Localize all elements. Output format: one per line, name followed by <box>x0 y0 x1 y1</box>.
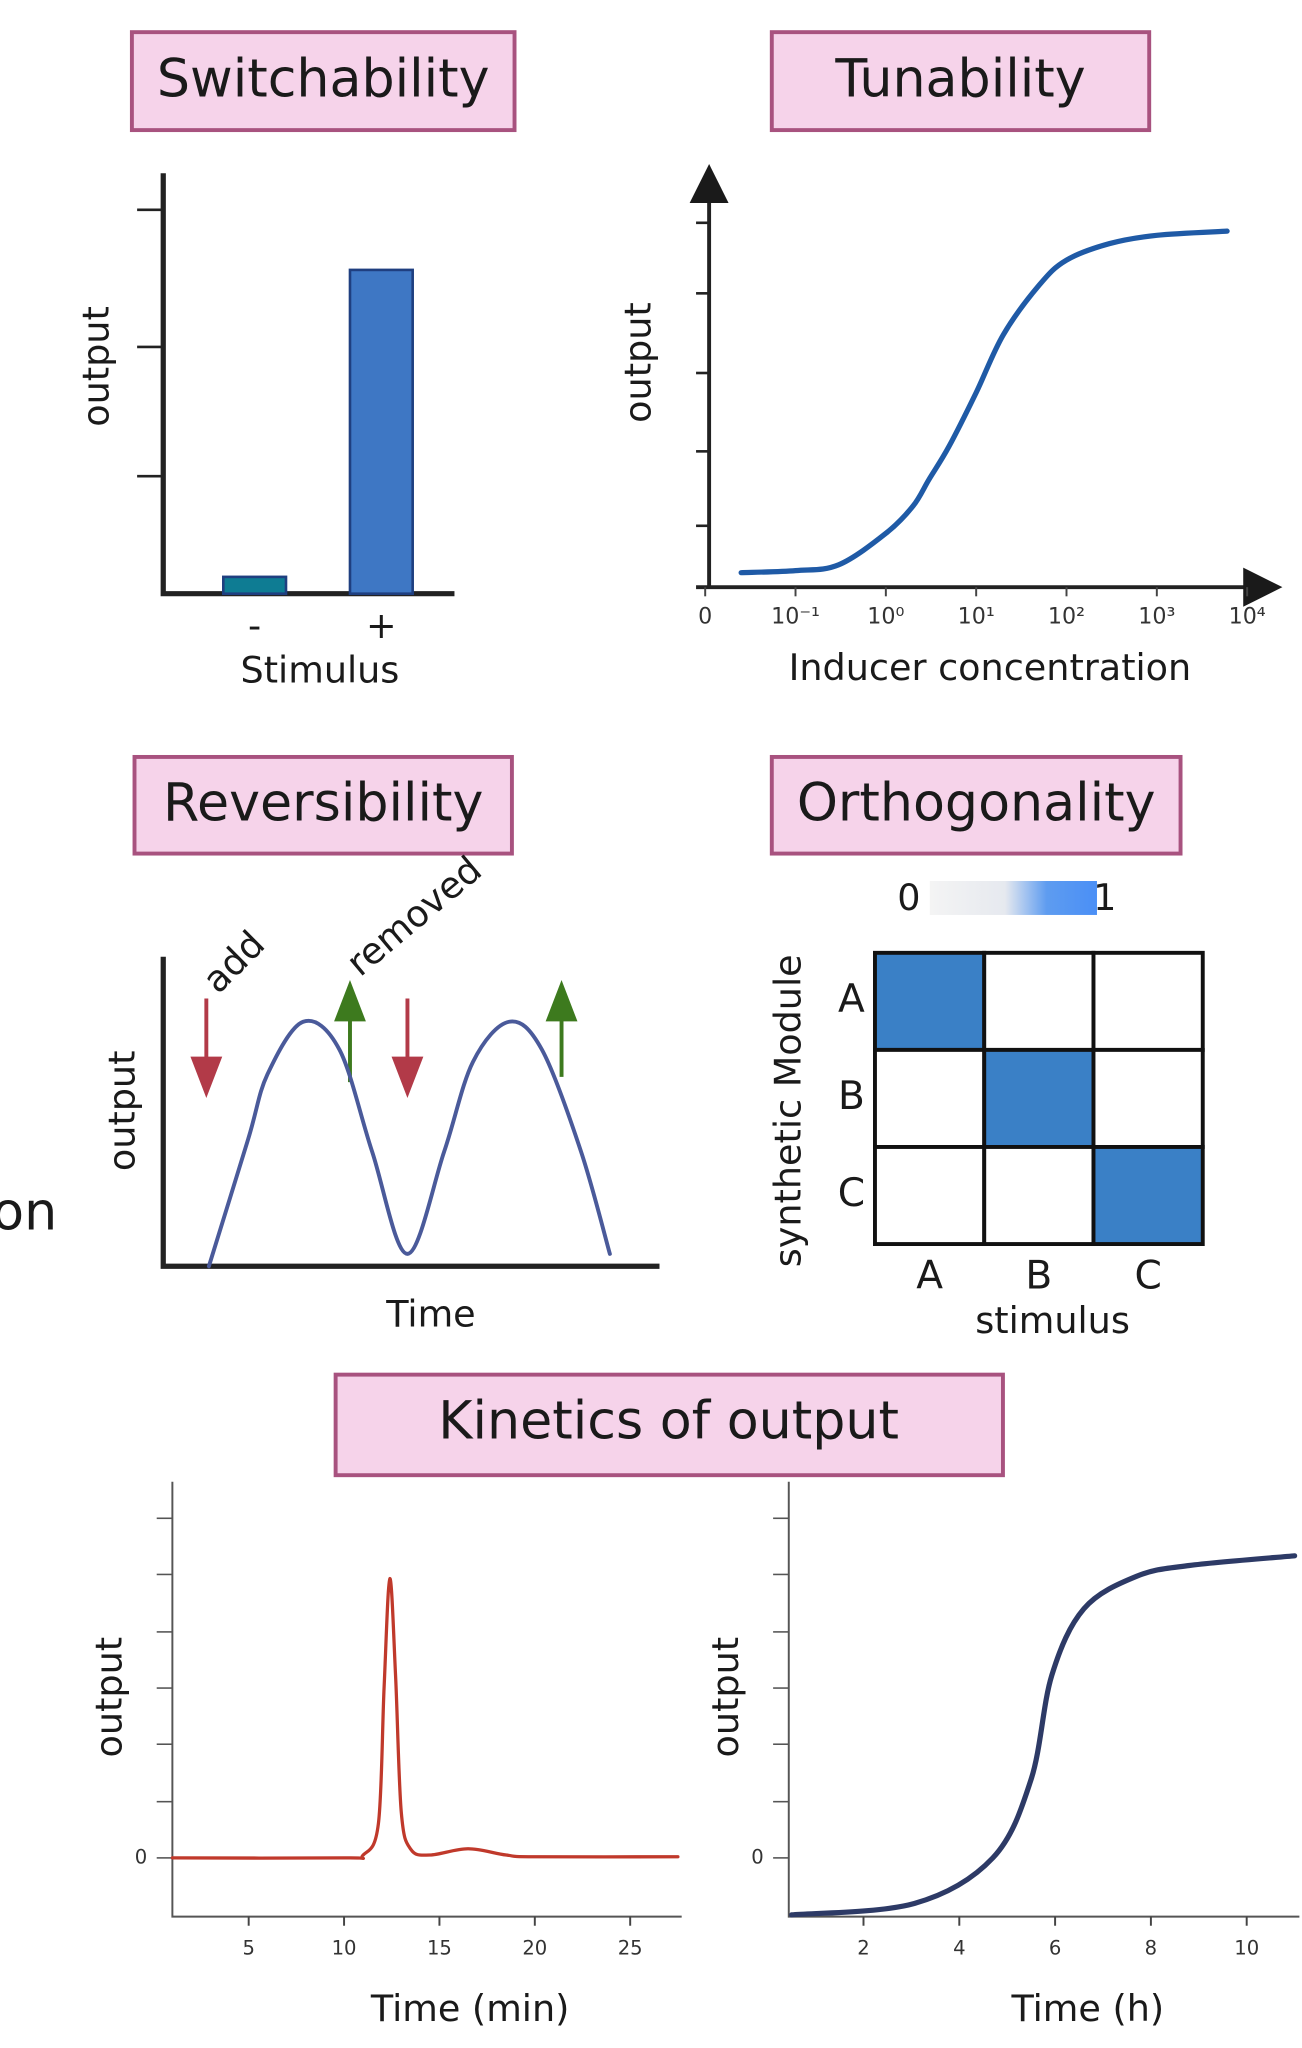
x-tick-label: 25 <box>618 1937 643 1960</box>
x-tick-label: 0 <box>698 604 712 630</box>
x-tick-label: - <box>248 604 261 647</box>
y-tick-label: B <box>838 1074 865 1119</box>
y-axis-label: output <box>616 302 659 423</box>
y-tick-label: A <box>838 977 865 1022</box>
x-axis-label: Time (h) <box>1010 1987 1164 2030</box>
annotation: add <box>194 922 273 1001</box>
section-title: Kinetics of output <box>438 1391 899 1451</box>
cell <box>1091 1047 1205 1149</box>
y-tick-label: 0 <box>135 1845 147 1868</box>
cell <box>873 1145 987 1247</box>
x-axis-label: Stimulus <box>241 649 400 692</box>
annotation: removed <box>338 848 490 985</box>
y-tick-label: 0 <box>751 1845 763 1868</box>
chart-title: Orthogonality <box>797 774 1156 834</box>
line <box>738 228 1230 576</box>
y-tick-label: C <box>838 1171 865 1216</box>
bar <box>348 268 414 596</box>
x-axis-label: Inducer concentration <box>789 646 1192 689</box>
title-box <box>132 754 514 856</box>
minor-ticks <box>156 1517 789 1803</box>
cell <box>873 950 987 1052</box>
bar <box>222 575 288 596</box>
chart-title: Tunability <box>834 49 1085 109</box>
x-tick-label: 5 <box>242 1937 254 1960</box>
y-axis-label: output <box>704 1637 747 1758</box>
title-box <box>129 30 517 133</box>
x-tick-label: 10² <box>1048 604 1085 630</box>
colorbar-tick-label: 0 <box>897 876 920 919</box>
axis <box>787 1481 1300 1918</box>
arrows <box>190 980 578 1099</box>
x-tick-label: 20 <box>522 1937 547 1960</box>
y-axis-label: output <box>74 306 117 427</box>
cell <box>1091 950 1205 1052</box>
x-tick-label: 10⁰ <box>867 604 904 630</box>
cell <box>1091 1145 1205 1247</box>
x-tick-label: 10 <box>1234 1937 1259 1960</box>
x-tick-label: 6 <box>1049 1937 1061 1960</box>
cell <box>982 1047 1096 1149</box>
x-tick-label: 10⁻¹ <box>771 604 820 630</box>
section-title-box <box>333 1372 1005 1478</box>
x-tick-label: 10⁴ <box>1229 604 1266 630</box>
cell <box>982 1145 1096 1247</box>
line <box>170 1576 680 1861</box>
line <box>206 1018 612 1269</box>
line <box>789 1553 1298 1918</box>
x-tick-label: 8 <box>1145 1937 1157 1960</box>
title-box <box>769 754 1183 856</box>
x-tick-label: A <box>916 1254 943 1299</box>
cell <box>982 950 1096 1052</box>
x-tick-label: C <box>1134 1254 1161 1299</box>
x-tick-label: 10¹ <box>958 604 995 630</box>
x-tick-label: B <box>1025 1254 1052 1299</box>
y-axis-label: output <box>101 1051 144 1172</box>
y-axis-label: synthetic Module <box>767 954 810 1267</box>
x-axis-label: Time <box>385 1292 475 1335</box>
cell <box>873 1047 987 1149</box>
x-tick-label: 2 <box>857 1937 869 1960</box>
colorbar-tick-label: 1 <box>1093 876 1116 919</box>
x-axis-label: stimulus <box>975 1299 1130 1342</box>
axis <box>171 1481 682 1918</box>
x-tick-label: + <box>366 604 397 647</box>
minor-ticks <box>137 208 710 528</box>
cropped-text: on <box>0 1182 57 1242</box>
chart-title: Switchability <box>157 49 490 109</box>
x-axis-label: Time (min) <box>370 1987 570 2030</box>
y-axis-label: output <box>88 1637 131 1758</box>
chart-title: Reversibility <box>163 774 483 834</box>
x-tick-label: 4 <box>953 1937 965 1960</box>
x-tick-label: 15 <box>427 1937 452 1960</box>
colorbar <box>929 881 1097 915</box>
x-tick-label: 10 <box>332 1937 357 1960</box>
axis <box>160 956 660 1269</box>
x-tick-label: 10³ <box>1138 604 1175 630</box>
title-box <box>769 30 1152 133</box>
